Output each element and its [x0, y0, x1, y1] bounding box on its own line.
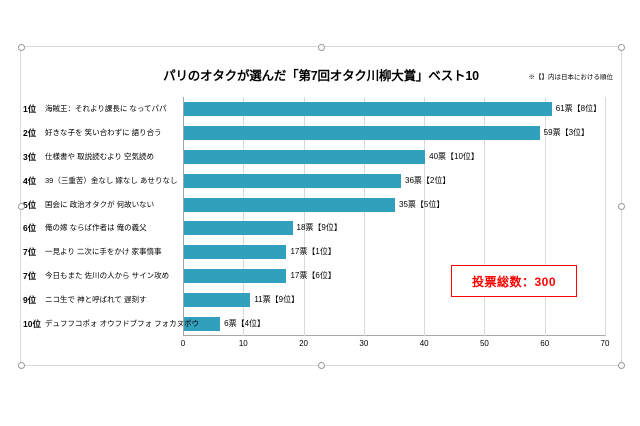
total-votes-annotation: 投票総数：300 — [451, 265, 577, 297]
bar-value-label: 17票【1位】 — [290, 247, 336, 257]
gridline — [243, 97, 245, 336]
x-axis-line — [183, 335, 605, 336]
bar-value-label: 18票【9位】 — [296, 223, 342, 233]
category-label: 仕様書や 取説読むより 空気読め — [45, 151, 155, 161]
bar-value-label: 17票【6位】 — [290, 271, 336, 281]
resize-handle[interactable] — [18, 44, 25, 51]
bar-value-label: 6票【4位】 — [224, 319, 266, 329]
x-tick-label: 60 — [540, 339, 550, 348]
bar[interactable] — [184, 173, 402, 188]
chart-object[interactable]: パリのオタクが選んだ「第7回オタク川柳大賞」ベスト10 ※【】内は日本における順… — [18, 44, 625, 369]
resize-handle[interactable] — [618, 362, 625, 369]
bar-value-label: 59票【3位】 — [543, 127, 590, 137]
resize-handle[interactable] — [318, 44, 325, 51]
category-label: 39（三重苦）金なし 嫁なし あせりなし — [45, 175, 178, 185]
y-axis-line — [183, 97, 184, 336]
total-votes-text: 投票総数：300 — [471, 274, 557, 289]
resize-handle[interactable] — [618, 203, 625, 210]
category-rank-label: 9位 — [23, 295, 37, 306]
bar[interactable] — [184, 125, 540, 140]
x-tick-label: 0 — [180, 339, 186, 348]
gridline — [424, 97, 426, 336]
chart-title: パリのオタクが選んだ「第7回オタク川柳大賞」ベスト10 — [163, 69, 479, 83]
gridline — [605, 97, 606, 336]
category-rank-label: 1位 — [23, 103, 37, 114]
category-label: デュフフコポォ オウフドブフォ フォカヌポウ — [45, 319, 200, 329]
category-rank-label: 7位 — [23, 247, 37, 258]
category-rank-label: 5位 — [23, 199, 37, 210]
category-rank-label: 7位 — [23, 271, 37, 282]
category-rank-label: 2位 — [23, 127, 37, 138]
x-tick-label: 30 — [359, 339, 369, 348]
resize-handle[interactable] — [318, 362, 325, 369]
bar[interactable] — [184, 101, 552, 116]
gridline — [303, 97, 305, 336]
bar[interactable] — [184, 269, 287, 284]
gridline — [484, 97, 486, 336]
bar[interactable] — [184, 245, 287, 260]
bar-value-label: 40票【10位】 — [429, 151, 479, 161]
category-rank-label: 6位 — [23, 223, 37, 234]
category-label: 海賊王：それより課長に なってパパ — [45, 103, 167, 113]
category-rank-label: 3位 — [23, 151, 37, 162]
category-label: 好きな子を 笑い合わずに 語り合う — [45, 127, 162, 137]
x-tick-label: 40 — [419, 339, 429, 348]
bar-value-label: 11票【9位】 — [254, 295, 300, 305]
gridline — [544, 97, 546, 336]
resize-handle[interactable] — [618, 44, 625, 51]
category-label: ニコ生で 神と呼ばれて 遅刻す — [45, 295, 147, 305]
category-label: 俺の嫁 ならば作者は 俺の義父 — [45, 223, 147, 233]
bar[interactable] — [184, 197, 395, 212]
bar[interactable] — [184, 149, 426, 164]
x-tick-label: 70 — [600, 339, 610, 348]
x-tick-label: 20 — [299, 339, 309, 348]
plot-area: 0 10 20 30 40 50 60 70 61票【8位】 59票【3位】 40票【10位】 36… — [181, 97, 609, 348]
x-tick-label: 50 — [479, 339, 489, 348]
bar-value-label: 61票【8位】 — [555, 103, 602, 113]
category-label: 国会に 政治オタクが 何故いない — [45, 199, 155, 209]
bar[interactable] — [184, 317, 221, 332]
x-tick-label: 10 — [238, 339, 248, 348]
category-rank-label: 4位 — [23, 175, 37, 186]
category-rank-label: 10位 — [23, 319, 41, 330]
bar[interactable] — [184, 293, 251, 308]
gridline — [363, 97, 365, 336]
resize-handle[interactable] — [18, 362, 25, 369]
resize-handle[interactable] — [18, 203, 25, 210]
category-label: 一見より 二次に手をかけ 家事惰事 — [45, 247, 162, 257]
category-label: 今日もまた 佐川の人から サイン攻め — [45, 271, 170, 281]
bar-value-label: 35票【5位】 — [399, 199, 445, 209]
bar-value-label: 36票【2位】 — [405, 175, 451, 185]
chart-subtitle-note: ※【】内は日本における順位 — [528, 74, 614, 81]
bar[interactable] — [184, 221, 293, 236]
